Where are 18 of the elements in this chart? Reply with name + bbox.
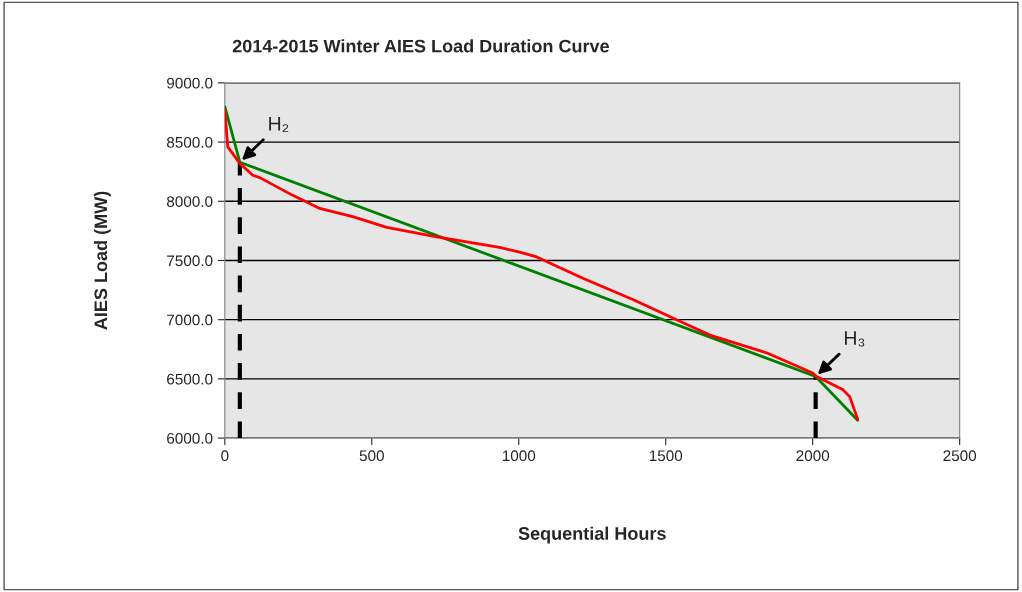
- y-tick-label: 6500.0: [167, 373, 213, 385]
- y-tick-label: 8500.0: [166, 136, 213, 148]
- x-tick-label: 2000: [796, 450, 830, 462]
- annotation: H₂: [269, 117, 289, 133]
- y-tick-label: 8000.0: [166, 196, 213, 207]
- x-tick-label: 2500: [943, 450, 977, 462]
- x-tick-label: 0: [221, 450, 229, 462]
- y-tick-label: 7000.0: [167, 314, 213, 326]
- x-tick-label: 1500: [649, 450, 683, 462]
- x-tick-label: 1000: [502, 450, 536, 462]
- y-tick-label: 6000.0: [167, 432, 213, 444]
- y-tick-label: 9000.0: [167, 77, 213, 89]
- annotation: H₃: [845, 331, 865, 347]
- y-tick-label: 7500.0: [167, 255, 213, 267]
- y-axis-title: AIES Load (MW): [93, 191, 111, 330]
- x-axis-title: Sequential Hours: [518, 526, 666, 544]
- x-tick-label: 500: [359, 450, 384, 462]
- chart-title: 2014-2015 Winter AIES Load Duration Curve: [232, 39, 609, 53]
